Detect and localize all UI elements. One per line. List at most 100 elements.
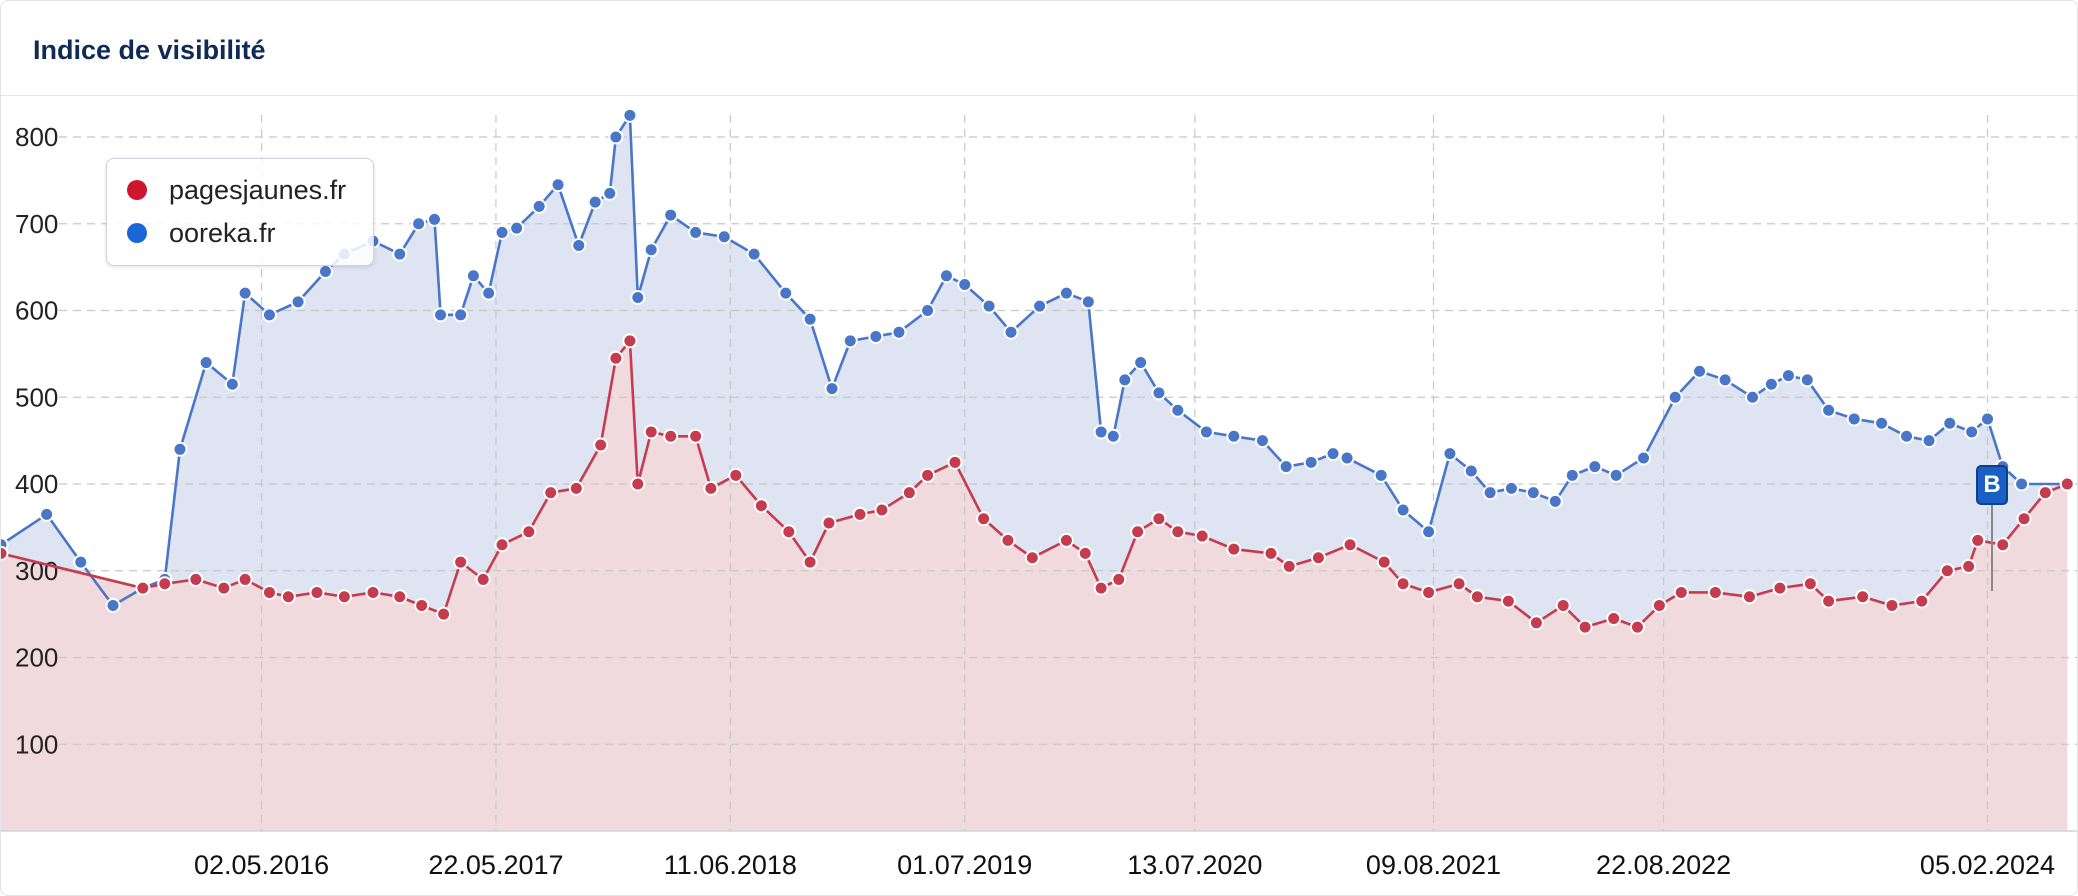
ooreka-point-81 <box>1763 376 1779 392</box>
ooreka-point-47 <box>1003 324 1019 340</box>
ooreka-point-88 <box>1921 433 1937 449</box>
legend-item-pagesjaunes[interactable]: pagesjaunes.fr <box>127 172 346 208</box>
y-tick-label-700: 700 <box>15 209 58 239</box>
event-marker-b[interactable]: B <box>1976 465 2008 505</box>
x-tick-label-1: 22.05.2017 <box>428 850 563 880</box>
ooreka-point-28 <box>602 185 618 201</box>
ooreka-point-73 <box>1564 467 1580 483</box>
ooreka-point-38 <box>802 311 818 327</box>
ooreka-point-82 <box>1780 368 1796 384</box>
ooreka-point-59 <box>1254 433 1270 449</box>
event-marker-label: B <box>1983 471 2001 498</box>
ooreka-point-17 <box>426 211 442 227</box>
ooreka-point-76 <box>1636 450 1652 466</box>
pagesjaunes-point-66 <box>1673 584 1689 600</box>
chart-title: Indice de visibilité <box>33 35 266 65</box>
pagesjaunes-point-55 <box>1395 576 1411 592</box>
ooreka-point-78 <box>1692 363 1708 379</box>
ooreka-point-34 <box>688 224 704 240</box>
ooreka-point-24 <box>531 198 547 214</box>
pagesjaunes-point-29 <box>753 498 769 514</box>
pagesjaunes-point-15 <box>475 571 491 587</box>
pagesjaunes-point-18 <box>543 485 559 501</box>
card-header: Indice de visibilité <box>1 1 2077 96</box>
ooreka-point-89 <box>1942 415 1958 431</box>
pagesjaunes-point-81 <box>2059 476 2075 492</box>
ooreka-point-7 <box>198 355 214 371</box>
chart-legend: pagesjaunes.fr ooreka.fr <box>106 158 374 266</box>
ooreka-point-26 <box>571 237 587 253</box>
pagesjaunes-point-42 <box>1077 545 1093 561</box>
pagesjaunes-point-71 <box>1821 593 1837 609</box>
pagesjaunes-point-27 <box>703 480 719 496</box>
ooreka-point-20 <box>465 268 481 284</box>
y-tick-label-200: 200 <box>15 643 58 673</box>
pagesjaunes-point-8 <box>309 584 325 600</box>
pagesjaunes-point-64 <box>1629 619 1645 635</box>
pagesjaunes-point-76 <box>1961 558 1977 574</box>
ooreka-point-31 <box>630 289 646 305</box>
pagesjaunes-point-70 <box>1802 576 1818 592</box>
x-tick-label-0: 02.05.2016 <box>194 850 329 880</box>
y-tick-label-100: 100 <box>15 729 58 759</box>
ooreka-point-44 <box>938 268 954 284</box>
pagesjaunes-point-14 <box>453 554 469 570</box>
x-tick-label-4: 13.07.2020 <box>1127 850 1262 880</box>
ooreka-point-72 <box>1547 493 1563 509</box>
ooreka-point-11 <box>290 294 306 310</box>
ooreka-point-3 <box>105 597 121 613</box>
y-tick-label-300: 300 <box>15 556 58 586</box>
ooreka-point-61 <box>1303 454 1319 470</box>
pagesjaunes-point-17 <box>521 524 537 540</box>
ooreka-point-29 <box>608 129 624 145</box>
pagesjaunes-point-69 <box>1772 580 1788 596</box>
ooreka-point-74 <box>1587 459 1603 475</box>
pagesjaunes-point-9 <box>336 589 352 605</box>
pagesjaunes-point-22 <box>622 333 638 349</box>
pagesjaunes-point-48 <box>1194 528 1210 544</box>
pagesjaunes-point-20 <box>593 437 609 453</box>
ooreka-point-64 <box>1373 467 1389 483</box>
ooreka-point-51 <box>1093 424 1109 440</box>
legend-label-ooreka: ooreka.fr <box>169 217 276 248</box>
pagesjaunes-point-60 <box>1528 615 1544 631</box>
pagesjaunes-point-68 <box>1741 589 1757 605</box>
pagesjaunes-point-77 <box>1970 532 1986 548</box>
pagesjaunes-point-1 <box>135 580 151 596</box>
pagesjaunes-point-44 <box>1111 571 1127 587</box>
pagesjaunes-point-32 <box>821 515 837 531</box>
pagesjaunes-point-58 <box>1469 589 1485 605</box>
ooreka-point-66 <box>1421 524 1437 540</box>
x-tick-label-3: 01.07.2019 <box>897 850 1032 880</box>
ooreka-point-16 <box>411 216 427 232</box>
ooreka-point-65 <box>1395 502 1411 518</box>
ooreka-point-80 <box>1745 389 1761 405</box>
pagesjaunes-point-57 <box>1451 576 1467 592</box>
pagesjaunes-point-0 <box>1 545 9 561</box>
ooreka-point-91 <box>1980 411 1996 427</box>
ooreka-point-21 <box>481 285 497 301</box>
pagesjaunes-point-2 <box>157 576 173 592</box>
pagesjaunes-point-4 <box>216 580 232 596</box>
ooreka-point-12 <box>317 263 333 279</box>
pagesjaunes-point-19 <box>568 480 584 496</box>
ooreka-point-33 <box>663 207 679 223</box>
ooreka-point-50 <box>1080 294 1096 310</box>
pagesjaunes-point-31 <box>802 554 818 570</box>
y-tick-label-500: 500 <box>15 382 58 412</box>
pagesjaunes-point-28 <box>728 467 744 483</box>
pagesjaunes-point-26 <box>688 428 704 444</box>
ooreka-point-56 <box>1170 402 1186 418</box>
pagesjaunes-point-72 <box>1855 589 1871 605</box>
ooreka-point-57 <box>1198 424 1214 440</box>
pagesjaunes-point-25 <box>663 428 679 444</box>
pagesjaunes-point-6 <box>261 584 277 600</box>
pagesjaunes-point-49 <box>1226 541 1242 557</box>
legend-dot-pagesjaunes <box>127 180 147 200</box>
ooreka-point-77 <box>1667 389 1683 405</box>
legend-label-pagesjaunes: pagesjaunes.fr <box>169 174 347 205</box>
ooreka-point-52 <box>1105 428 1121 444</box>
legend-item-ooreka[interactable]: ooreka.fr <box>127 215 276 251</box>
pagesjaunes-point-36 <box>920 467 936 483</box>
pagesjaunes-point-34 <box>874 502 890 518</box>
